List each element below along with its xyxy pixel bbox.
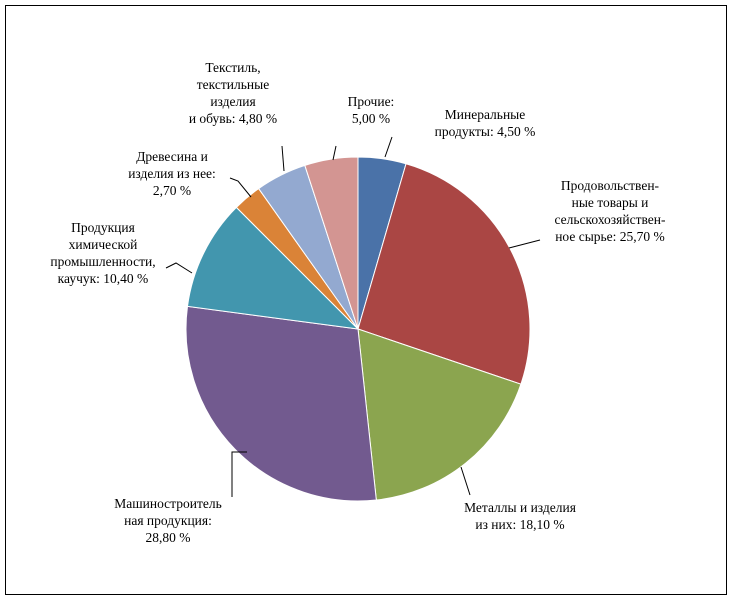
data-label-line: 5,00 % [352, 111, 390, 126]
data-label-line: 28,80 % [146, 530, 191, 545]
data-label-line: изделия из нее: [128, 166, 216, 181]
data-label: Минеральные продукты: 4,50 % [435, 107, 536, 139]
leader-line [165, 262, 193, 274]
data-label-line: ная продукция: [124, 513, 212, 528]
leader-line [281, 145, 285, 172]
data-label-line: каучук: 10,40 % [58, 271, 149, 286]
data-label: Текстиль, текстильные изделия и обувь: 4,80… [189, 60, 277, 126]
data-label-line: Продовольствен- [561, 178, 660, 193]
data-label-line: Прочие: [348, 94, 395, 109]
pie-slices [185, 156, 531, 502]
data-label-line: Текстиль, [205, 60, 260, 75]
leader-lines [165, 136, 541, 497]
data-label: Машиностроитель ная продукция: 28,80 % [114, 496, 222, 545]
leader-line [384, 136, 393, 158]
data-label-line: сельскохозяйствен- [555, 212, 666, 227]
data-label-line: текстильные [197, 77, 269, 92]
chart-frame [5, 5, 727, 595]
data-label: Прочие: 5,00 % [348, 94, 395, 126]
data-label-line: Машиностроитель [114, 496, 222, 511]
data-label: Продовольствен-ные товары и сельскохозяйс… [555, 178, 666, 244]
pie-slice [304, 156, 359, 330]
data-label-line: ные товары и [572, 195, 649, 210]
leader-line [231, 451, 247, 497]
data-label: Металлы и изделия из них: 18,10 % [464, 500, 576, 532]
data-label-line: Древесина и [136, 149, 208, 164]
data-label-line: Минеральные [445, 107, 526, 122]
data-label-line: из них: 18,10 % [475, 517, 564, 532]
pie-slice [186, 206, 360, 330]
pie-slice [357, 163, 531, 385]
data-label-line: и обувь: 4,80 % [189, 111, 277, 126]
leader-line [229, 177, 252, 198]
data-label-line: промышленности, [50, 254, 155, 269]
slice-labels: Минеральные продукты: 4,50 % Продовольстве… [50, 60, 666, 545]
pie-slice [185, 305, 377, 502]
data-label-line: изделия [210, 94, 255, 109]
data-label-line: продукты: 4,50 % [435, 124, 536, 139]
pie-slice [357, 328, 522, 501]
data-label-line: Металлы и изделия [464, 500, 576, 515]
data-label-line: 2,70 % [153, 183, 191, 198]
data-label: Древесина и изделия из нее: 2,70 % [128, 149, 216, 198]
data-label-line: ное сырье: 25,70 % [555, 229, 665, 244]
data-label: Продукция химической промышленности, каучук… [50, 220, 155, 286]
data-label-line: химической [69, 237, 138, 252]
data-label-line: Продукция [71, 220, 135, 235]
leader-line [508, 239, 541, 249]
leader-line [460, 466, 471, 496]
leader-line [332, 145, 337, 161]
